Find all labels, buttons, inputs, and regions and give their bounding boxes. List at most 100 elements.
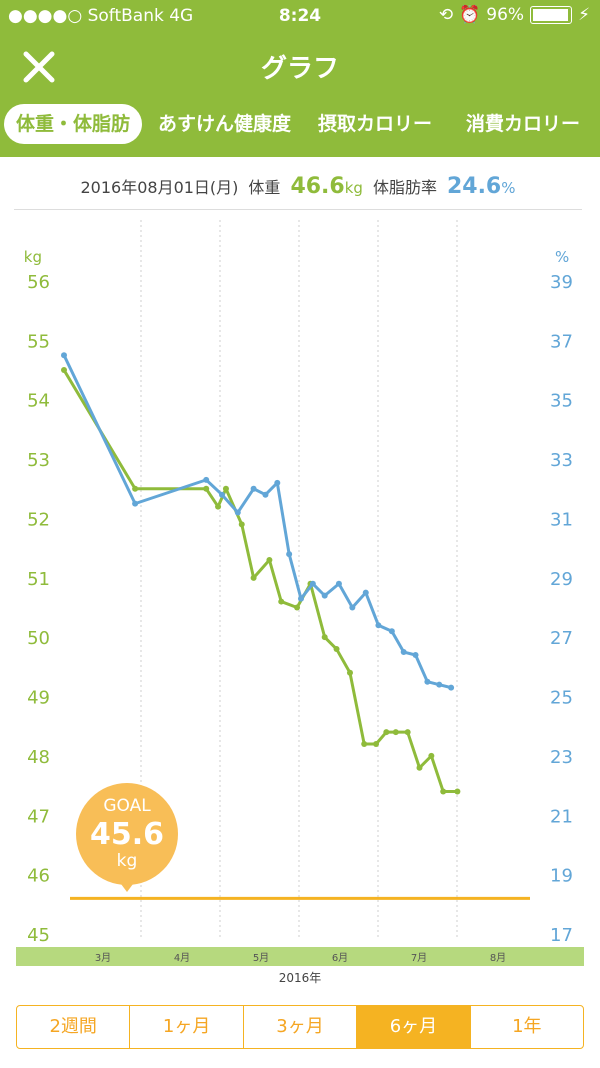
weight-point [373, 741, 380, 748]
x-axis-caption: 2016年 [279, 971, 322, 985]
bodyfat-point [286, 551, 293, 558]
right-tick-label: 27 [550, 628, 573, 649]
rotation-lock-icon: ⟲ [438, 5, 454, 25]
left-tick-label: 51 [27, 569, 50, 590]
right-tick-label: 29 [550, 569, 573, 590]
range-2-weeks[interactable]: 2週間 [17, 1006, 131, 1048]
bodyfat-point [424, 678, 431, 685]
right-tick-label: 37 [550, 331, 573, 352]
goal-value: 45.6 [89, 817, 165, 852]
weight-label: 体重 [248, 178, 281, 197]
month-tick-label: 8月 [490, 952, 506, 964]
page-title: グラフ [260, 54, 339, 84]
weight-point [321, 634, 328, 641]
bodyfat-point [362, 589, 369, 596]
bodyfat-point [234, 509, 241, 516]
weight-point [294, 604, 301, 611]
left-tick-label: 50 [27, 628, 50, 649]
weight-unit: kg [344, 178, 363, 197]
goal-pointer [118, 880, 136, 892]
bodyfat-point [262, 491, 269, 498]
left-tick-label: 48 [27, 747, 50, 768]
weight-point [440, 788, 447, 795]
weight-point [404, 729, 411, 736]
weight-point [278, 598, 285, 605]
tab-weight-bodyfat[interactable]: 体重・体脂肪 [4, 104, 143, 144]
tab-burned-calories[interactable]: 消費カロリー [466, 113, 581, 135]
weight-point [222, 485, 229, 492]
bodyfat-point [375, 622, 382, 629]
status-time: 8:24 [278, 6, 322, 26]
bodyfat-point [412, 651, 419, 658]
charging-icon: ⚡ [578, 5, 590, 25]
left-tick-label: 53 [27, 450, 50, 471]
weight-point [333, 646, 340, 653]
bodyfat-point [321, 592, 328, 599]
weight-point [428, 752, 435, 759]
weight-bodyfat-chart[interactable]: kg % 56 55 54 53 52 51 50 49 48 47 46 45 39 37 35 33 31 29 2… [0, 220, 600, 990]
month-axis-bar [16, 947, 584, 966]
left-tick-label: 55 [27, 331, 50, 352]
app-header: ●●●●○ SoftBank 4G 8:24 ⟲ ⏰ 96% ⚡ グラフ 体重・… [0, 0, 600, 157]
right-tick-label: 31 [550, 509, 573, 530]
right-axis-unit: % [555, 248, 569, 266]
close-icon[interactable] [18, 46, 60, 88]
bodyfat-point [388, 628, 395, 635]
left-tick-label: 49 [27, 688, 50, 709]
range-1-year[interactable]: 1年 [512, 1016, 542, 1037]
right-tick-label: 23 [550, 747, 573, 768]
left-tick-label: 54 [27, 391, 50, 412]
range-6-months[interactable]: 6ヶ月 [357, 1006, 471, 1048]
weight-point [361, 741, 368, 748]
bodyfat-point [400, 649, 407, 656]
alarm-icon: ⏰ [459, 5, 481, 25]
weight-point [215, 503, 222, 510]
bodyfat-unit: % [501, 178, 516, 197]
left-axis-unit: kg [24, 248, 42, 266]
tab-asken-health[interactable]: あすけん健康度 [158, 113, 292, 135]
bodyfat-point [448, 684, 455, 691]
weight-point [416, 764, 423, 771]
right-tick-label: 33 [550, 450, 573, 471]
range-1-month[interactable]: 1ヶ月 [130, 1006, 244, 1048]
bodyfat-point [349, 604, 356, 611]
bodyfat-point [298, 595, 304, 602]
bodyfat-point [274, 479, 281, 486]
bodyfat-point [203, 476, 210, 483]
bodyfat-point [436, 681, 443, 688]
summary-date: 2016年08月01日(月) [80, 178, 239, 197]
goal-badge: GOAL 45.6 kg [76, 783, 178, 885]
month-tick-label: 5月 [253, 952, 269, 964]
left-tick-label: 56 [27, 272, 50, 293]
left-tick-label: 46 [27, 866, 50, 887]
month-tick-label: 7月 [411, 952, 427, 964]
month-tick-label: 6月 [332, 952, 348, 964]
bodyfat-point [335, 580, 342, 587]
right-tick-label: 25 [550, 688, 573, 709]
carrier-label: ●●●●○ SoftBank 4G [8, 6, 194, 26]
right-tick-label: 19 [550, 866, 573, 887]
tab-bar: 体重・体脂肪 あすけん健康度 摂取カロリー 消費カロリー [0, 100, 600, 148]
right-tick-label: 35 [550, 391, 573, 412]
status-icons: ⟲ ⏰ 96% ⚡ [439, 5, 590, 25]
weight-point [346, 669, 353, 676]
left-tick-label: 47 [27, 806, 50, 827]
right-tick-label: 17 [550, 925, 573, 946]
weight-point [61, 367, 67, 374]
range-3-months[interactable]: 3ヶ月 [244, 1006, 358, 1048]
weight-point [250, 574, 257, 581]
bodyfat-point [219, 491, 225, 498]
left-tick-label: 52 [27, 509, 50, 530]
weight-point [238, 521, 245, 528]
bodyfat-point [309, 580, 316, 587]
bodyfat-point [250, 485, 257, 492]
weight-line [62, 369, 458, 794]
tab-intake-calories[interactable]: 摂取カロリー [318, 113, 433, 135]
battery-icon [530, 6, 573, 24]
battery-percent: 96% [486, 5, 525, 25]
goal-unit: kg [116, 851, 138, 871]
right-tick-label: 21 [550, 806, 573, 827]
bodyfat-point [132, 500, 139, 507]
weight-point [203, 485, 210, 492]
weight-point [266, 557, 273, 564]
